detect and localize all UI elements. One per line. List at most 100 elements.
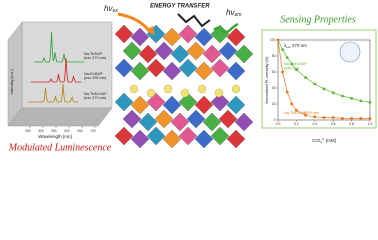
x-tick-label: 600 <box>64 129 70 133</box>
excitation-sub: ex <box>112 8 118 14</box>
data-point <box>295 68 298 71</box>
sensing-inset-icon <box>339 41 361 63</box>
trace-name: Na-TbEuSAP <box>84 92 107 96</box>
polyhedron <box>234 44 254 64</box>
polyhedron <box>162 129 182 149</box>
spectra-floor <box>7 107 113 127</box>
polyhedron <box>202 44 222 64</box>
polyhedron <box>138 44 158 64</box>
polyhedron <box>130 95 150 115</box>
luminescence-y-label: Intensity [a.u.] <box>9 70 14 95</box>
polyhedron <box>114 58 134 78</box>
sodium-ion <box>214 88 224 98</box>
x-tick-label: 0.4 <box>312 122 317 126</box>
energy-transfer-arrow <box>177 13 211 28</box>
y-tick-label: 0 <box>274 118 276 122</box>
sodium-ion <box>163 84 173 94</box>
series-note: (545 nm) <box>284 67 300 71</box>
polyhedron <box>114 92 134 112</box>
spectrum-trace <box>34 31 84 63</box>
x-tick-label: 0.8 <box>349 122 354 126</box>
sodium-ion <box>231 84 241 94</box>
polyhedron <box>194 27 214 47</box>
sodium-ion <box>197 84 207 94</box>
x-tick-label: 650 <box>77 129 83 133</box>
trace-note: (exc 270 nm) <box>84 96 107 100</box>
x-tick-label: 0.0 <box>276 122 281 126</box>
emission-sub: em <box>234 12 241 18</box>
data-point <box>331 116 335 119</box>
sensing-excitation-sub: exc <box>286 45 291 49</box>
x-tick-label: 0.6 <box>331 122 336 126</box>
data-point <box>341 94 344 98</box>
data-point <box>276 38 280 42</box>
polyhedron <box>186 41 206 61</box>
data-point <box>359 99 363 103</box>
polyhedron <box>114 126 134 146</box>
sensing-excitation: λexc270 nm <box>284 43 307 49</box>
polyhedron <box>138 112 158 132</box>
x-label-sup: 2- <box>322 137 325 141</box>
data-point <box>350 97 353 100</box>
sensing-excitation-value: 270 nm <box>292 43 307 48</box>
trace-note: (exc 270 nm) <box>84 56 107 60</box>
data-point <box>285 90 289 94</box>
series-note: (616 nm) <box>304 111 320 115</box>
series-name: Na-TbEuSAP <box>284 62 307 66</box>
polyhedron <box>146 24 166 44</box>
sensing-excitation-symbol: λ <box>284 43 287 48</box>
data-point <box>350 117 353 120</box>
data-point <box>368 117 372 120</box>
data-point <box>368 101 372 104</box>
polyhedron <box>226 95 246 115</box>
polyhedron <box>154 109 174 129</box>
plot-frame <box>277 39 371 121</box>
polyhedron <box>146 58 166 78</box>
excitation-symbol: hν <box>104 4 112 13</box>
polyhedron <box>122 109 142 129</box>
data-point <box>313 82 317 86</box>
data-point <box>359 117 363 120</box>
polyhedron <box>202 112 222 132</box>
polyhedron <box>154 41 174 61</box>
data-point <box>331 91 335 95</box>
polyhedron <box>170 112 190 132</box>
polyhedron <box>162 95 182 115</box>
x-label-base: CrO <box>312 138 321 143</box>
data-point <box>281 70 284 74</box>
y-tick-label: 100 <box>270 38 276 42</box>
x-tick-label: 550 <box>51 129 57 133</box>
trace-note: (exc 395 nm) <box>84 76 107 80</box>
sensing-title: Sensing Properties <box>280 14 356 25</box>
data-point <box>322 116 326 119</box>
sensing-x-label: CrO42- [mM] <box>312 137 336 144</box>
data-point <box>313 115 317 119</box>
x-tick-label: 0.2 <box>294 122 299 126</box>
x-label-sub: 4 <box>320 140 322 144</box>
spectrum-trace <box>28 83 78 103</box>
x-tick-label: 450 <box>25 129 31 133</box>
polyhedron <box>210 126 230 146</box>
sensing-y-label: Normalized PL Intensity (%) <box>265 56 269 104</box>
polyhedron <box>226 27 246 47</box>
x-tick-label: 500 <box>38 129 44 133</box>
polyhedron <box>178 126 198 146</box>
polyhedron <box>178 92 198 112</box>
polyhedron <box>218 109 238 129</box>
data-point <box>304 76 307 79</box>
polyhedron <box>130 129 150 149</box>
luminescence-title: Modulated Luminescence <box>8 142 112 153</box>
data-point <box>281 48 284 51</box>
emission-arrow <box>213 22 239 34</box>
polyhedron <box>226 129 246 149</box>
polyhedron <box>218 41 238 61</box>
data-point <box>295 109 298 112</box>
polyhedron <box>210 92 230 112</box>
data-point <box>290 62 294 66</box>
polyhedron <box>146 126 166 146</box>
polyhedron <box>210 58 230 78</box>
sodium-ion <box>180 88 190 98</box>
polyhedron <box>194 61 214 81</box>
x-tick-label: 1.0 <box>368 122 373 126</box>
polyhedron <box>130 27 150 47</box>
